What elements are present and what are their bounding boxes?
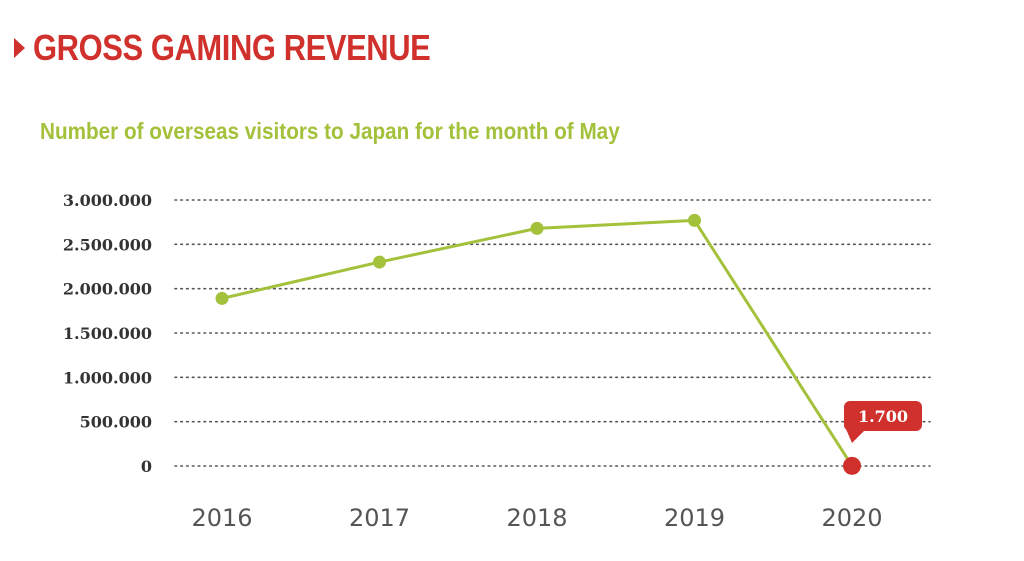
x-tick-label: 2016: [191, 504, 252, 532]
y-tick-label: 2.000.000: [63, 280, 152, 299]
series-line: [221, 218, 854, 467]
highlight-callout: 1.700: [844, 401, 922, 443]
triangle-bullet-icon: [14, 38, 25, 58]
data-point: [530, 221, 544, 235]
x-tick-label: 2017: [349, 504, 410, 532]
callout-bubble: [844, 401, 922, 431]
page-header: GROSS GAMING REVENUE: [14, 26, 495, 70]
y-tick-label: 0: [141, 457, 152, 476]
series-polyline: [221, 218, 854, 467]
data-points: [215, 213, 861, 475]
y-tick-label: 3.000.000: [63, 191, 152, 210]
page-title: GROSS GAMING REVENUE: [33, 27, 431, 68]
y-tick-label: 1.000.000: [63, 368, 152, 387]
x-tick-label: 2019: [664, 504, 725, 532]
callout-label: 1.700: [858, 407, 908, 426]
y-tick-label: 500.000: [80, 413, 152, 432]
y-tick-label: 2.500.000: [63, 235, 152, 254]
data-point: [373, 255, 386, 269]
data-point: [215, 291, 229, 305]
x-axis-ticks: 2016 2017 2018 2019 2020: [191, 504, 882, 532]
data-point: [688, 213, 701, 227]
y-axis-ticks: 0 500.000 1.000.000 1.500.000 2.000.000 2.500…: [63, 191, 152, 476]
x-tick-label: 2020: [821, 504, 882, 532]
y-tick-label: 1.500.000: [63, 324, 152, 343]
highlight-point: [843, 456, 861, 475]
x-tick-label: 2018: [506, 504, 567, 532]
callout-pointer: [846, 429, 866, 443]
grid-lines: [174, 199, 931, 467]
chart-title: Number of overseas visitors to Japan for…: [40, 118, 620, 144]
